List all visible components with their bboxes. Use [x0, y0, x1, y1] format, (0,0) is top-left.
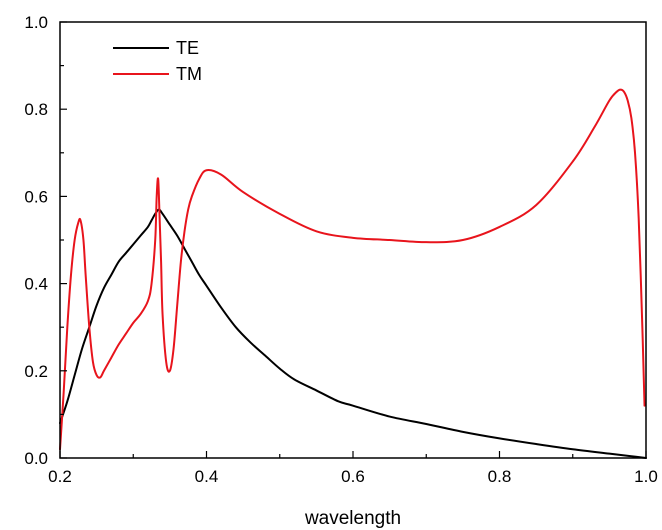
- plot-curves: [59, 88, 647, 459]
- x-tick-label: 0.2: [48, 467, 72, 486]
- plot-frame: [59, 21, 647, 459]
- series-line-te: [59, 208, 647, 459]
- y-tick-label: 0.4: [24, 275, 48, 294]
- x-tick-label: 1.0: [634, 467, 658, 486]
- series-line-tm: [59, 88, 646, 451]
- y-tick-label: 0.2: [24, 362, 48, 381]
- y-tick-label: 0.8: [24, 100, 48, 119]
- legend: TE TM: [113, 38, 202, 84]
- y-tick-label: 1.0: [24, 13, 48, 32]
- x-tick-label: 0.6: [341, 467, 365, 486]
- y-tick-label: 0.0: [24, 449, 48, 468]
- x-tick-labels: 0.2 0.4 0.6 0.8 1.0: [48, 467, 658, 486]
- x-tick-label: 0.4: [195, 467, 219, 486]
- axis-ticks: [59, 21, 647, 459]
- y-tick-labels: 0.0 0.2 0.4 0.6 0.8 1.0: [24, 13, 48, 468]
- x-tick-label: 0.8: [488, 467, 512, 486]
- legend-label-te: TE: [176, 38, 199, 58]
- x-axis-label: wavelength: [304, 508, 401, 529]
- y-tick-label: 0.6: [24, 187, 48, 206]
- legend-label-tm: TM: [176, 64, 202, 84]
